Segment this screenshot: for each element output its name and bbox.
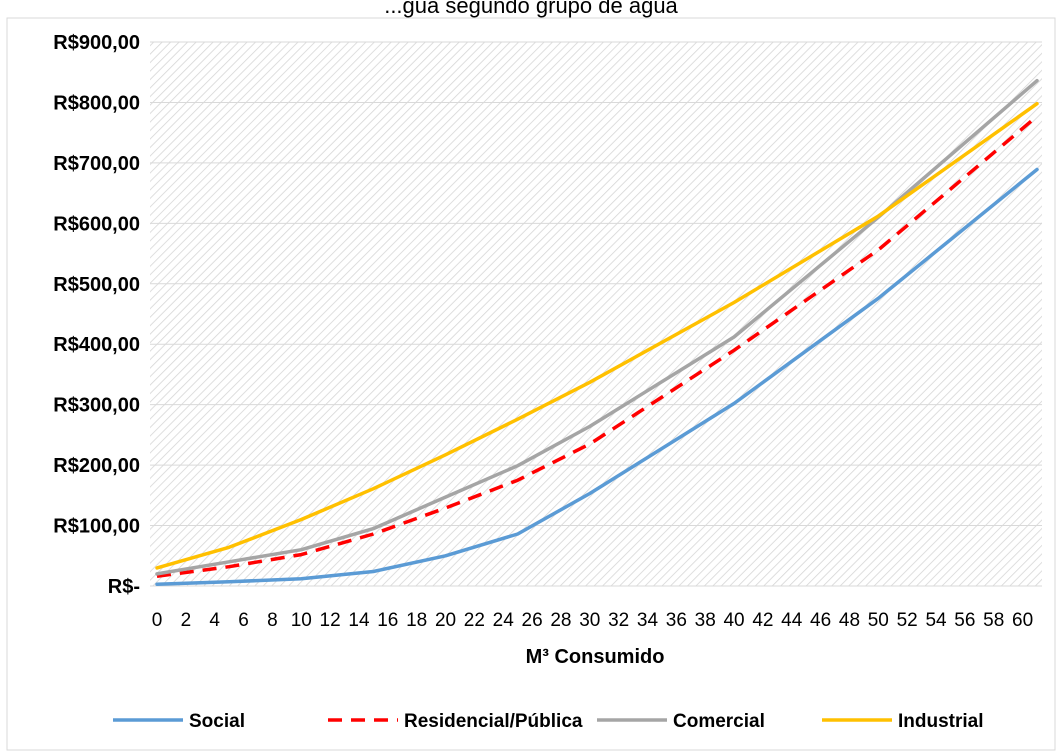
y-tick-label: R$900,00 <box>53 32 140 54</box>
series-line-residencial-p-blica <box>156 114 1039 579</box>
x-tick-label: 20 <box>435 610 456 631</box>
x-tick-label: 42 <box>752 610 773 631</box>
y-tick-label: R$- <box>108 576 140 598</box>
x-tick-label: 24 <box>493 610 515 631</box>
x-tick-label: 54 <box>925 610 947 631</box>
y-tick-label: R$500,00 <box>53 274 140 296</box>
y-tick-label: R$600,00 <box>53 213 140 235</box>
series-line-industrial <box>155 101 1039 570</box>
legend-label: Social <box>189 711 245 732</box>
legend: Social Residencial/Pública Comercial Indust… <box>113 711 984 732</box>
y-tick-label: R$400,00 <box>53 334 140 356</box>
y-tick-label: R$100,00 <box>53 516 140 538</box>
legend-label: Comercial <box>673 711 765 732</box>
legend-label: Industrial <box>898 711 984 732</box>
x-tick-label: 4 <box>209 610 220 631</box>
x-tick-label: 40 <box>723 610 744 631</box>
x-tick-label: 14 <box>348 610 370 631</box>
x-tick-label: 22 <box>464 610 485 631</box>
x-tick-label: 26 <box>522 610 543 631</box>
x-tick-label: 32 <box>608 610 629 631</box>
x-tick-label: 36 <box>666 610 687 631</box>
x-tick-label: 10 <box>291 610 312 631</box>
x-axis: 0 2 4 6 8 10 12 14 16 18 20 22 24 26 28 30 32 34 36 38 40 42 4… <box>152 610 1033 631</box>
x-tick-label: 56 <box>954 610 975 631</box>
series-lines <box>155 78 1039 586</box>
y-tick-label: R$200,00 <box>53 455 140 477</box>
x-tick-label: 44 <box>781 610 803 631</box>
x-tick-label: 16 <box>377 610 398 631</box>
x-tick-label: 58 <box>983 610 1004 631</box>
x-tick-label: 46 <box>810 610 831 631</box>
x-tick-label: 60 <box>1012 610 1033 631</box>
series-line-comercial <box>155 78 1039 576</box>
x-tick-label: 52 <box>897 610 918 631</box>
x-axis-label: M³ Consumido <box>526 646 665 668</box>
chart-title: ...gua segundo grupo de água <box>384 0 678 18</box>
x-tick-label: 8 <box>267 610 278 631</box>
legend-label: Residencial/Pública <box>404 711 583 732</box>
x-tick-label: 50 <box>868 610 889 631</box>
y-tick-label: R$300,00 <box>53 395 140 417</box>
x-tick-label: 28 <box>550 610 571 631</box>
x-tick-label: 6 <box>238 610 249 631</box>
y-tick-label: R$800,00 <box>53 92 140 114</box>
x-tick-label: 48 <box>839 610 860 631</box>
x-tick-label: 34 <box>637 610 659 631</box>
y-axis: R$- R$100,00 R$200,00 R$300,00 R$400,00 R$500… <box>53 32 140 598</box>
gridlines <box>150 41 1042 587</box>
x-tick-label: 0 <box>152 610 163 631</box>
y-tick-label: R$700,00 <box>53 153 140 175</box>
series-line-social <box>155 167 1039 586</box>
x-tick-label: 18 <box>406 610 427 631</box>
x-tick-label: 38 <box>695 610 716 631</box>
x-tick-label: 2 <box>181 610 192 631</box>
plot-area <box>150 42 1042 586</box>
x-tick-label: 12 <box>320 610 341 631</box>
x-tick-label: 30 <box>579 610 600 631</box>
